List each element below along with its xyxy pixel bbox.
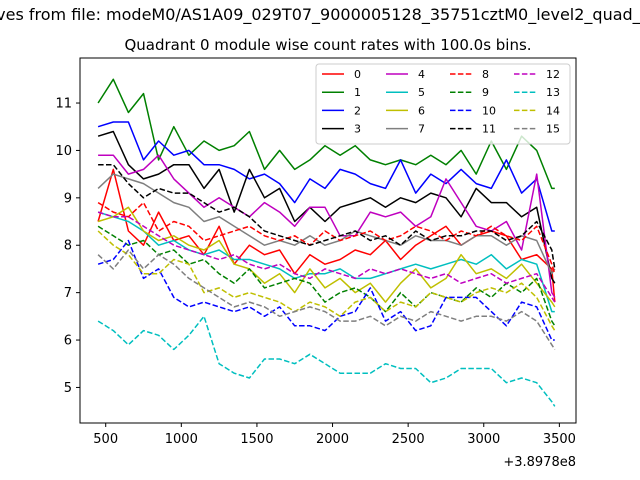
y-tick-label: 11 xyxy=(55,97,72,112)
axes-frame xyxy=(79,57,577,424)
legend-label-12: 12 xyxy=(546,68,560,81)
x-tick-label: 1500 xyxy=(240,432,273,447)
series-line-0 xyxy=(97,168,556,303)
legend-label-7: 7 xyxy=(418,123,425,136)
series-line-13 xyxy=(97,315,556,407)
y-tick-label: 10 xyxy=(55,144,72,159)
x-tick-label: 3000 xyxy=(467,432,500,447)
legend-box xyxy=(315,63,571,145)
y-tick-label: 6 xyxy=(64,334,72,349)
y-tick-label: 7 xyxy=(64,286,72,301)
x-tick-label: 2500 xyxy=(392,432,425,447)
legend-label-13: 13 xyxy=(546,86,560,99)
legend-label-15: 15 xyxy=(546,123,560,136)
series-line-1 xyxy=(97,78,555,190)
legend-label-4: 4 xyxy=(418,68,425,81)
series-line-2 xyxy=(97,121,555,232)
series-line-9 xyxy=(97,225,556,327)
series-line-7 xyxy=(97,173,556,275)
x-tick-label: 500 xyxy=(93,432,118,447)
x-tick-label: 2000 xyxy=(316,432,349,447)
y-tick-label: 9 xyxy=(64,191,72,206)
legend-label-0: 0 xyxy=(354,68,361,81)
series-line-3 xyxy=(97,130,556,284)
legend-label-8: 8 xyxy=(482,68,489,81)
y-tick-label: 5 xyxy=(64,381,72,396)
legend-label-1: 1 xyxy=(354,86,361,99)
legend-label-6: 6 xyxy=(418,104,425,117)
series-line-11 xyxy=(98,163,556,270)
figure-suptitle: Light curves from file: modeM0/AS1A09_02… xyxy=(0,5,640,25)
plot-area xyxy=(97,78,556,407)
series-line-4 xyxy=(98,154,556,298)
x-offset-label: +3.8978e8 xyxy=(503,455,576,470)
series-line-10 xyxy=(97,239,555,341)
legend-label-11: 11 xyxy=(482,123,496,136)
x-tick-label: 3500 xyxy=(543,432,576,447)
x-tick-label: 1000 xyxy=(165,432,198,447)
series-line-14 xyxy=(97,230,556,331)
series-line-12 xyxy=(97,211,556,303)
legend-label-14: 14 xyxy=(546,104,560,117)
legend-label-5: 5 xyxy=(418,86,425,99)
series-line-8 xyxy=(97,201,556,274)
legend-label-9: 9 xyxy=(482,86,489,99)
axis-ticks: 500 1000 1500 2000 2500 3000 3500 5 6 7 8 9 10 11 xyxy=(55,97,575,447)
legend-label-10: 10 xyxy=(482,104,496,117)
y-tick-label: 8 xyxy=(64,239,72,254)
legend-label-2: 2 xyxy=(354,104,361,117)
legend-label-3: 3 xyxy=(354,123,361,136)
series-line-15 xyxy=(97,249,556,350)
series-line-6 xyxy=(97,206,556,308)
axes-title: Quadrant 0 module wise count rates with … xyxy=(124,36,531,54)
